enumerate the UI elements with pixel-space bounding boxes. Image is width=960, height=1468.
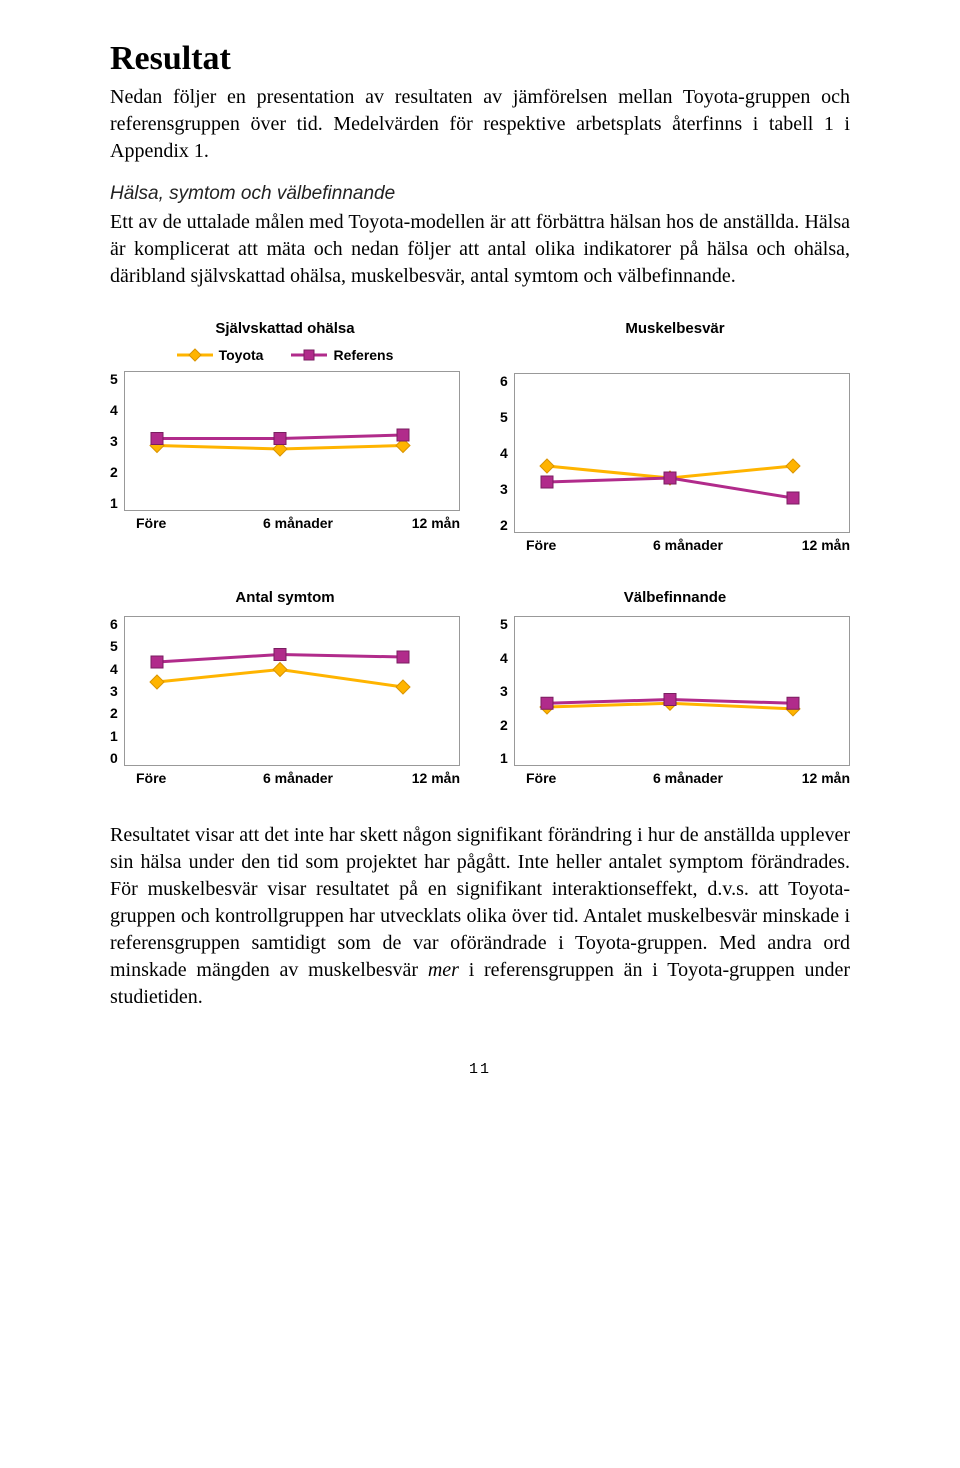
legend-toyota: Toyota xyxy=(177,347,264,363)
chart-antal-symtom: Antal symtom 6543210 Före6 månader12 mån xyxy=(110,589,460,786)
y-axis: 6543210 xyxy=(110,616,124,766)
y-axis: 65432 xyxy=(500,373,514,533)
chart-title: Muskelbesvär xyxy=(500,320,850,337)
chart-title: Självskattad ohälsa xyxy=(110,320,460,337)
section-paragraph: Ett av de uttalade målen med Toyota-mode… xyxy=(110,209,850,290)
legend-referens: Referens xyxy=(291,347,393,363)
x-axis: Före6 månader12 mån xyxy=(110,515,460,531)
chart-title: Välbefinnande xyxy=(500,589,850,606)
chart-sjalvskattad-ohalsa: Självskattad ohälsa Toyota Referens 5432… xyxy=(110,320,460,553)
legend-toyota-label: Toyota xyxy=(219,347,264,363)
intro-paragraph: Nedan följer en presentation av resultat… xyxy=(110,84,850,165)
charts-grid: Självskattad ohälsa Toyota Referens 5432… xyxy=(110,320,850,786)
page-title: Resultat xyxy=(110,40,850,78)
section-heading: Hälsa, symtom och välbefinnande xyxy=(110,183,850,205)
x-axis: Före6 månader12 mån xyxy=(500,770,850,786)
x-axis: Före6 månader12 mån xyxy=(500,537,850,553)
page-number: 11 xyxy=(110,1061,850,1078)
chart-legend: Toyota Referens xyxy=(110,347,460,363)
legend-toyota-icon xyxy=(177,348,213,362)
chart-muskelbesvar: Muskelbesvär 65432 Före6 månader12 mån xyxy=(500,320,850,553)
plot-area xyxy=(124,371,460,511)
plot-area xyxy=(514,616,850,766)
legend-referens-label: Referens xyxy=(333,347,393,363)
result-paragraph: Resultatet visar att det inte har skett … xyxy=(110,822,850,1011)
y-axis: 54321 xyxy=(110,371,124,511)
plot-area xyxy=(124,616,460,766)
y-axis: 54321 xyxy=(500,616,514,766)
chart-title: Antal symtom xyxy=(110,589,460,606)
plot-area xyxy=(514,373,850,533)
legend-referens-icon xyxy=(291,348,327,362)
x-axis: Före6 månader12 mån xyxy=(110,770,460,786)
chart-valbefinnande: Välbefinnande 54321 Före6 månader12 mån xyxy=(500,589,850,786)
